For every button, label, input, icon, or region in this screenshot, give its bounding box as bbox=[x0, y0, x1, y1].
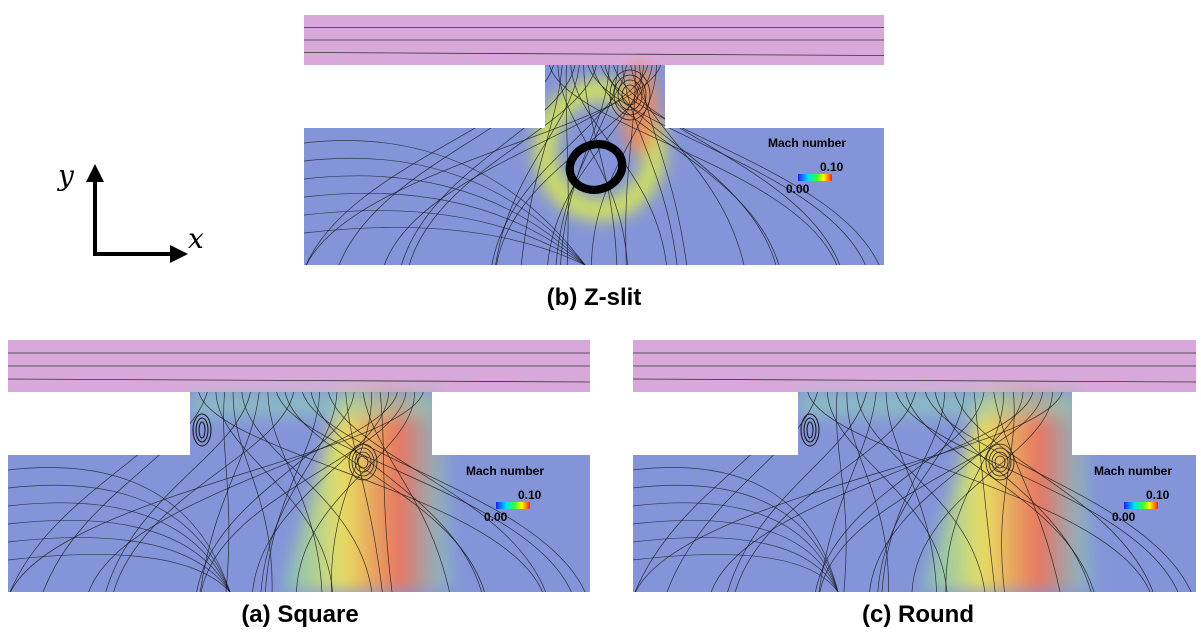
axes-indicator: y x bbox=[56, 159, 204, 263]
cavity-flow bbox=[798, 392, 1072, 417]
fluid-region bbox=[633, 392, 1196, 592]
x-label: x bbox=[188, 222, 204, 255]
panel-caption: (a) Square bbox=[241, 601, 358, 628]
legend-title: Mach number bbox=[768, 136, 846, 150]
colorbar bbox=[798, 174, 832, 181]
legend-min: 0.00 bbox=[1112, 510, 1136, 524]
colorbar bbox=[1124, 502, 1158, 509]
figure: y x Mach number0.100.00(b) Z-slitMach nu… bbox=[0, 0, 1201, 633]
y-arrow-head bbox=[86, 164, 104, 182]
legend-min: 0.00 bbox=[786, 182, 810, 196]
panel: Mach number 0.10 0.00 (c) Round bbox=[633, 340, 1196, 628]
legend-title: Mach number bbox=[1094, 464, 1172, 478]
panel: Mach number 0.10 0.00 (b) Z-slit bbox=[304, 15, 884, 311]
legend-min: 0.00 bbox=[484, 510, 508, 524]
panel-caption: (b) Z-slit bbox=[547, 284, 642, 311]
legend-max: 0.10 bbox=[518, 488, 542, 502]
colorbar bbox=[496, 502, 530, 509]
legend-max: 0.10 bbox=[1146, 488, 1170, 502]
cavity-flow bbox=[190, 392, 432, 417]
panel: Mach number 0.10 0.00 (a) Square bbox=[8, 340, 590, 628]
y-label: y bbox=[56, 159, 75, 192]
legend-max: 0.10 bbox=[820, 160, 844, 174]
panel-caption: (c) Round bbox=[862, 601, 974, 628]
x-arrow-head bbox=[170, 245, 188, 263]
legend-title: Mach number bbox=[466, 464, 544, 478]
